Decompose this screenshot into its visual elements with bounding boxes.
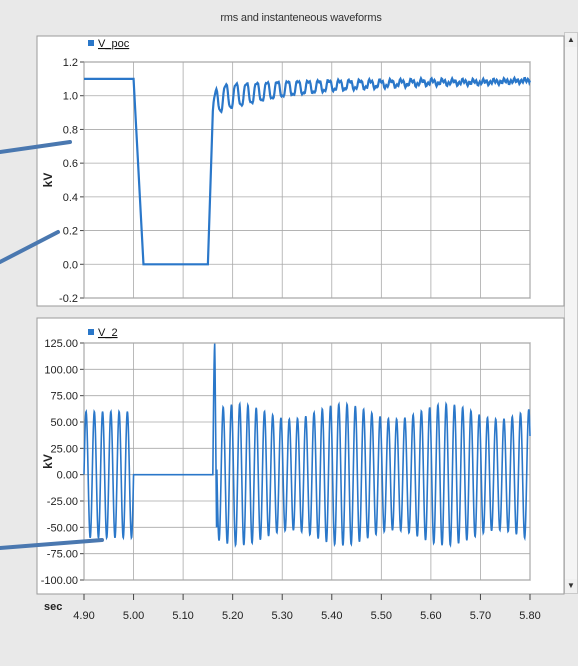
legend-label-V_poc: V_poc xyxy=(98,38,130,50)
y-tick-label: -0.2 xyxy=(59,293,78,305)
y-tick-label: 50.00 xyxy=(50,417,78,429)
y-tick-label: 0.2 xyxy=(63,226,78,238)
x-tick-label: 5.20 xyxy=(222,610,243,622)
callout-arrow xyxy=(0,230,60,264)
y-tick-label: 1.2 xyxy=(63,57,78,69)
x-tick-label: 5.00 xyxy=(123,610,144,622)
legend-swatch xyxy=(88,40,94,46)
y-tick-label: -75.00 xyxy=(47,549,78,561)
y-tick-label: 100.00 xyxy=(44,364,78,376)
y-tick-label: 0.8 xyxy=(63,124,78,136)
y-axis-label: kV xyxy=(41,173,55,188)
y-tick-label: 0.0 xyxy=(63,259,78,271)
y-tick-label: -100.00 xyxy=(41,575,78,587)
y-tick-label: 125.00 xyxy=(44,338,78,350)
y-tick-label: -50.00 xyxy=(47,522,78,534)
callout-arrow xyxy=(0,538,104,550)
y-tick-label: 1.0 xyxy=(63,91,78,103)
window-title: rms and instanteneous waveforms xyxy=(220,12,382,24)
legend-swatch xyxy=(88,329,94,335)
y-tick-label: 75.00 xyxy=(50,391,78,403)
x-tick-label: 5.50 xyxy=(371,610,392,622)
y-tick-label: -25.00 xyxy=(47,496,78,508)
scroll-up-button[interactable]: ▲ xyxy=(565,33,577,47)
x-axis-unit: sec xyxy=(44,601,62,613)
y-tick-label: 0.4 xyxy=(63,192,78,204)
scroll-down-button[interactable]: ▼ xyxy=(565,579,577,593)
x-tick-label: 5.70 xyxy=(470,610,491,622)
series-line-V_2 xyxy=(83,343,531,548)
x-tick-label: 5.10 xyxy=(172,610,193,622)
series-line-V_poc xyxy=(84,75,532,266)
x-tick-label: 5.60 xyxy=(420,610,441,622)
panel-v2 xyxy=(36,317,565,595)
text-layer: 1.2 1.0 0.8 0.6 0.4 0.2 0.0 -0.2 kV V_poc 125.00 10… xyxy=(41,38,541,622)
grid xyxy=(80,61,531,600)
y-axis-label: kV xyxy=(41,454,55,469)
y-tick-label: 0.00 xyxy=(57,470,78,482)
x-tick-label: 5.40 xyxy=(321,610,342,622)
panel-vpoc xyxy=(36,35,565,307)
callout-arrow xyxy=(0,140,72,154)
x-tick-label: 4.90 xyxy=(73,610,94,622)
series-layer xyxy=(0,75,532,550)
x-tick-label: 5.30 xyxy=(272,610,293,622)
y-tick-label: 25.00 xyxy=(50,443,78,455)
legend-label-V_2: V_2 xyxy=(98,327,118,339)
y-tick-label: 0.6 xyxy=(63,158,78,170)
x-tick-label: 5.80 xyxy=(519,610,540,622)
